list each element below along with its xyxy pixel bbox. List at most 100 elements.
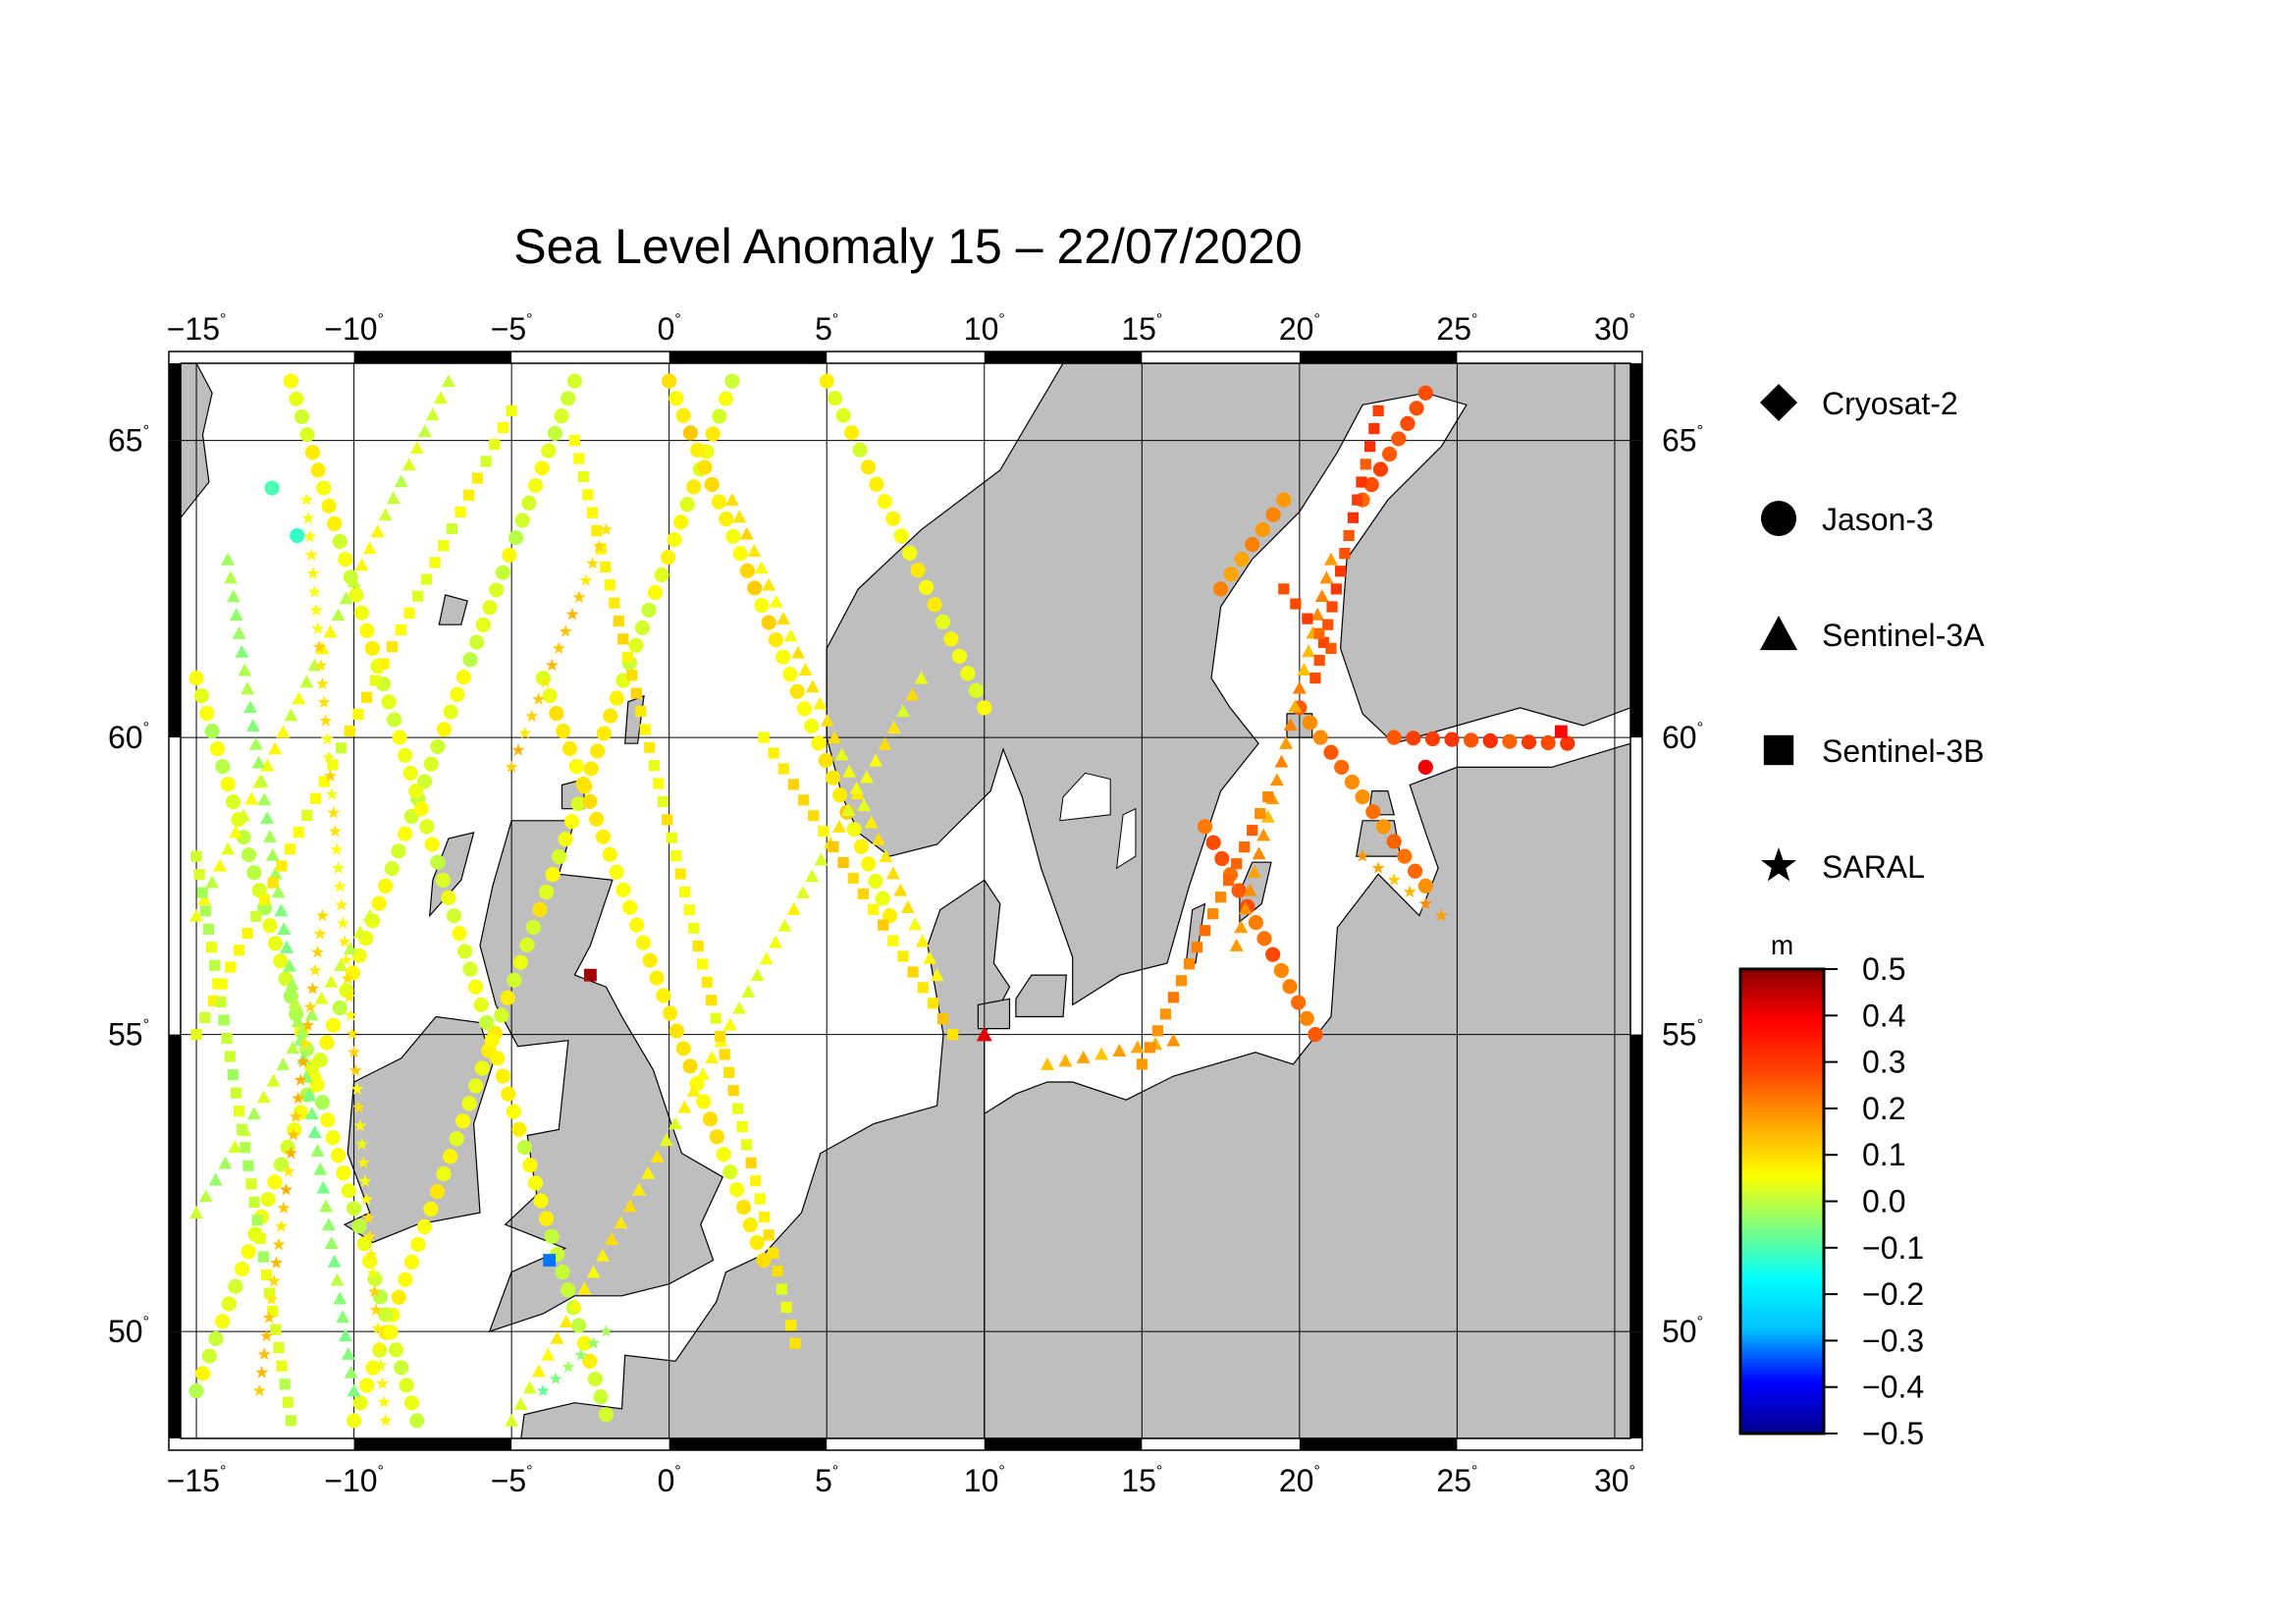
sla-point-circle <box>622 899 638 915</box>
sla-point-circle <box>469 634 485 650</box>
sla-point-square <box>284 843 296 855</box>
sla-point-circle <box>977 700 992 716</box>
sla-point-circle <box>538 1211 555 1226</box>
sla-point-circle <box>455 669 472 685</box>
frame-band-right <box>1630 363 1642 441</box>
sla-point-square <box>1262 791 1274 803</box>
sla-point-circle <box>430 738 446 755</box>
sla-point-circle <box>1256 931 1272 947</box>
sla-point-circle <box>502 547 517 564</box>
sla-point-circle <box>712 408 727 424</box>
sla-point-square <box>251 1215 263 1226</box>
sla-point-circle <box>1417 878 1433 893</box>
sla-point-circle <box>1417 759 1433 775</box>
sla-point-circle <box>424 837 440 852</box>
sla-point-square <box>1356 476 1367 488</box>
sla-point-square <box>212 978 224 990</box>
sla-point-circle <box>262 918 278 934</box>
sla-point-circle <box>582 1353 598 1369</box>
legend-label: Sentinel-3A <box>1822 618 1985 653</box>
sla-point-square <box>1339 547 1351 560</box>
sla-point-square <box>1223 875 1235 887</box>
sla-point-square <box>584 968 597 982</box>
sla-point-square <box>701 976 713 988</box>
sla-point-square <box>454 506 466 518</box>
frame-band-top <box>668 352 828 363</box>
sla-point-circle <box>188 1383 204 1399</box>
legend-label: Cryosat-2 <box>1822 386 1958 421</box>
sla-point-circle <box>449 1131 464 1147</box>
sla-point-circle <box>525 919 542 936</box>
sla-point-circle <box>673 514 689 530</box>
sla-point-circle <box>1214 850 1230 867</box>
sla-point-square <box>260 1269 273 1281</box>
lon-tick-label-bottom: −5° <box>491 1463 533 1498</box>
sla-point-circle <box>582 793 598 809</box>
sla-point-square <box>230 1087 242 1099</box>
sla-point-square <box>697 958 709 970</box>
sla-point-square <box>1372 405 1384 416</box>
sla-point-square <box>662 814 673 826</box>
sla-point-circle <box>1308 1027 1323 1043</box>
sla-point-circle <box>294 408 310 425</box>
sla-point-circle <box>667 532 682 548</box>
sla-point-circle <box>1273 962 1289 979</box>
sla-point-square <box>190 850 202 862</box>
sla-point-circle <box>193 688 210 704</box>
sla-point-circle <box>754 597 770 614</box>
sla-point-circle <box>818 752 833 769</box>
sla-point-circle <box>1381 446 1398 462</box>
sla-point-circle <box>835 407 851 423</box>
sla-point-square <box>657 795 668 808</box>
sla-point-circle <box>775 649 791 665</box>
sla-point-circle <box>960 666 976 681</box>
sla-point-square <box>1360 459 1371 470</box>
sla-point-square <box>1368 422 1380 435</box>
sla-point-square <box>276 860 288 872</box>
sla-point-circle <box>1245 536 1260 553</box>
sla-point-square <box>1326 601 1338 613</box>
sla-point-square <box>768 747 779 759</box>
sla-point-square <box>429 557 441 568</box>
sla-point-circle <box>1197 819 1213 835</box>
sla-point-circle <box>711 494 727 510</box>
sla-point-circle <box>234 1261 250 1277</box>
frame-band-left <box>169 1034 181 1332</box>
sla-point-circle <box>304 445 321 460</box>
sla-point-circle <box>408 783 424 799</box>
sla-point-circle <box>1424 730 1441 747</box>
lon-tick-label-bottom: −15° <box>167 1463 227 1498</box>
sla-point-circle <box>877 494 892 510</box>
continent-west-land <box>520 879 1011 1438</box>
sla-point-circle <box>399 1378 414 1393</box>
sla-point-square <box>745 1157 757 1168</box>
sla-point-circle <box>885 511 901 526</box>
sla-point-circle <box>789 683 805 699</box>
map-title: Sea Level Anomaly 15 – 22/07/2020 <box>513 219 1303 274</box>
sla-point-circle <box>512 954 528 970</box>
frame-band-right <box>1630 1034 1642 1332</box>
lat-tick-label-left: 60° <box>108 720 149 755</box>
sla-point-circle <box>1540 734 1556 751</box>
sla-point-circle <box>561 1282 576 1298</box>
sla-point-square <box>710 1012 721 1024</box>
sla-point-circle <box>443 704 458 720</box>
sla-point-circle <box>635 935 652 950</box>
sla-point-circle <box>348 587 364 603</box>
sla-point-square <box>780 1301 792 1314</box>
sla-point-circle <box>500 990 515 1005</box>
sla-point-circle <box>1344 774 1360 790</box>
sla-point-circle <box>320 1112 336 1128</box>
sla-point-square <box>240 1142 251 1154</box>
sla-point-circle <box>634 620 651 635</box>
sla-point-circle <box>1234 552 1250 568</box>
sla-point-circle <box>521 495 537 511</box>
lat-tick-label-right: 50° <box>1662 1314 1703 1349</box>
sla-point-square <box>352 708 364 721</box>
sla-point-square <box>666 832 677 843</box>
sla-point-circle <box>352 1395 368 1411</box>
sla-point-circle <box>225 794 241 810</box>
sla-point-circle <box>705 426 721 442</box>
sla-point-circle <box>429 1183 446 1200</box>
sla-point-circle <box>825 770 841 785</box>
